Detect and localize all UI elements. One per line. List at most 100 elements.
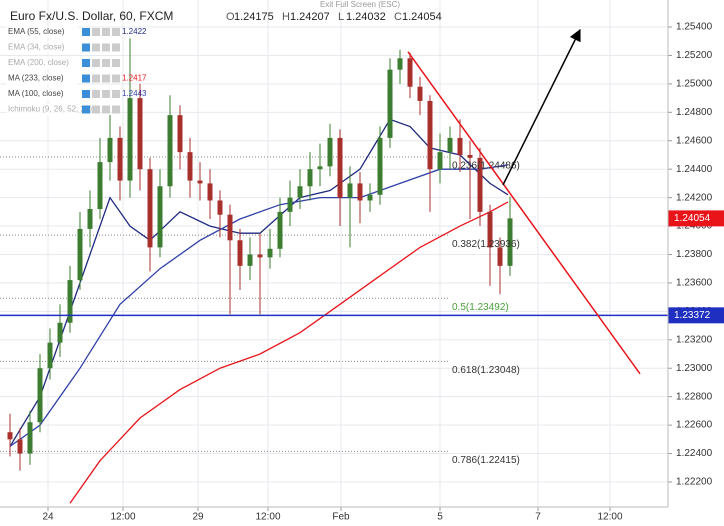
x-tick-label: 12:00 — [110, 512, 135, 523]
indicator-button[interactable] — [92, 28, 100, 36]
legend-row-bg — [6, 72, 78, 85]
candle — [497, 237, 503, 295]
candle-body — [47, 342, 53, 369]
last-price-label: 1.24054 — [674, 213, 711, 224]
y-tick-label: 1.23800 — [676, 249, 713, 260]
indicator-name[interactable]: EMA (55, close) — [8, 27, 65, 36]
candle — [397, 49, 403, 84]
exit-hint[interactable]: Exit Full Screen (ESC) — [320, 0, 400, 9]
candle-body — [237, 240, 243, 266]
candle — [127, 38, 133, 198]
candle-body — [287, 197, 293, 212]
indicator-button[interactable] — [112, 105, 120, 114]
indicator-button[interactable] — [82, 59, 90, 67]
candle — [97, 137, 103, 219]
indicator-button[interactable] — [112, 59, 120, 67]
candle — [447, 126, 453, 170]
candle-body — [247, 254, 253, 266]
indicator-button[interactable] — [82, 90, 90, 98]
candle — [257, 233, 263, 315]
indicator-button[interactable] — [92, 90, 100, 98]
candle — [277, 197, 283, 258]
indicator-button[interactable] — [92, 43, 100, 52]
indicator-name[interactable]: Ichimoku (9, 26, 52, 26) — [8, 105, 92, 114]
support-price-tag — [668, 307, 724, 324]
y-tick-label: 1.22400 — [676, 448, 713, 459]
candle — [177, 105, 183, 170]
indicator-name[interactable]: MA (100, close) — [8, 89, 64, 98]
x-tick-label: 7 — [535, 512, 541, 523]
candle — [7, 413, 13, 457]
candle-body — [97, 162, 103, 209]
indicator-button[interactable] — [102, 43, 110, 52]
x-tick-label: 12:00 — [597, 512, 622, 523]
indicator-button[interactable] — [82, 43, 90, 52]
x-tick-label: 29 — [192, 512, 204, 523]
fib-label: 0.618(1.23048) — [452, 365, 520, 376]
fib-label: 0.786(1.22415) — [452, 455, 520, 466]
indicator-button[interactable] — [112, 90, 120, 98]
candle — [197, 162, 203, 201]
indicator-button[interactable] — [82, 28, 90, 36]
candle — [187, 137, 193, 198]
y-tick-label: 1.24200 — [676, 192, 713, 203]
candle-body — [217, 200, 223, 215]
candle — [327, 123, 333, 177]
candle-body — [427, 100, 433, 170]
candle — [237, 228, 243, 291]
indicator-line — [9, 164, 509, 447]
fib-label: 0.5(1.23492) — [452, 302, 509, 313]
candle — [167, 95, 173, 198]
candle — [477, 147, 483, 227]
candle-body — [327, 137, 333, 167]
candle-body — [487, 211, 493, 248]
fib-label: 0.236(1.24486) — [452, 161, 520, 172]
candle — [307, 152, 313, 201]
candle-body — [507, 218, 513, 266]
candle — [487, 204, 493, 286]
candle — [367, 183, 373, 212]
indicator-button[interactable] — [112, 28, 120, 36]
indicator-name[interactable]: EMA (34, close) — [8, 43, 65, 52]
arrow — [502, 28, 581, 186]
ohlc-value: 1.24032 — [346, 11, 386, 23]
indicator-button[interactable] — [112, 43, 120, 52]
indicator-button[interactable] — [92, 74, 100, 83]
chart-title: Euro Fx/U.S. Dollar, 60, FXCM — [10, 9, 173, 23]
indicator-name[interactable]: EMA (200, close) — [8, 58, 69, 67]
indicator-button[interactable] — [82, 74, 90, 83]
candle — [417, 76, 423, 116]
indicator-button[interactable] — [82, 105, 90, 114]
candle — [17, 427, 23, 471]
candle — [357, 172, 363, 224]
indicator-button[interactable] — [112, 74, 120, 83]
candle-body — [337, 137, 343, 198]
indicator-button[interactable] — [102, 59, 110, 67]
ohlc-value: 1.24175 — [234, 11, 274, 23]
candle — [27, 410, 33, 465]
legend-row-bg — [6, 88, 78, 100]
indicator-button[interactable] — [102, 74, 110, 83]
candle-body — [207, 183, 213, 201]
indicator-button[interactable] — [102, 90, 110, 98]
candle-body — [277, 211, 283, 249]
candle — [57, 304, 63, 357]
candle-body — [467, 154, 473, 158]
indicator-button[interactable] — [92, 105, 100, 114]
indicator-button[interactable] — [102, 28, 110, 36]
candle — [387, 58, 393, 148]
candle — [297, 169, 303, 209]
candle-body — [187, 152, 193, 181]
candle-body — [497, 247, 503, 266]
indicator-button[interactable] — [92, 59, 100, 67]
candle-body — [197, 180, 203, 184]
indicator-name[interactable]: MA (233, close) — [8, 74, 64, 83]
candle-body — [297, 186, 303, 198]
indicator-button[interactable] — [102, 105, 110, 114]
candle-body — [347, 183, 353, 198]
candle-body — [317, 166, 323, 170]
candle-body — [377, 137, 383, 195]
ohlc-value: 1.24207 — [290, 11, 330, 23]
candle-body — [37, 368, 43, 423]
